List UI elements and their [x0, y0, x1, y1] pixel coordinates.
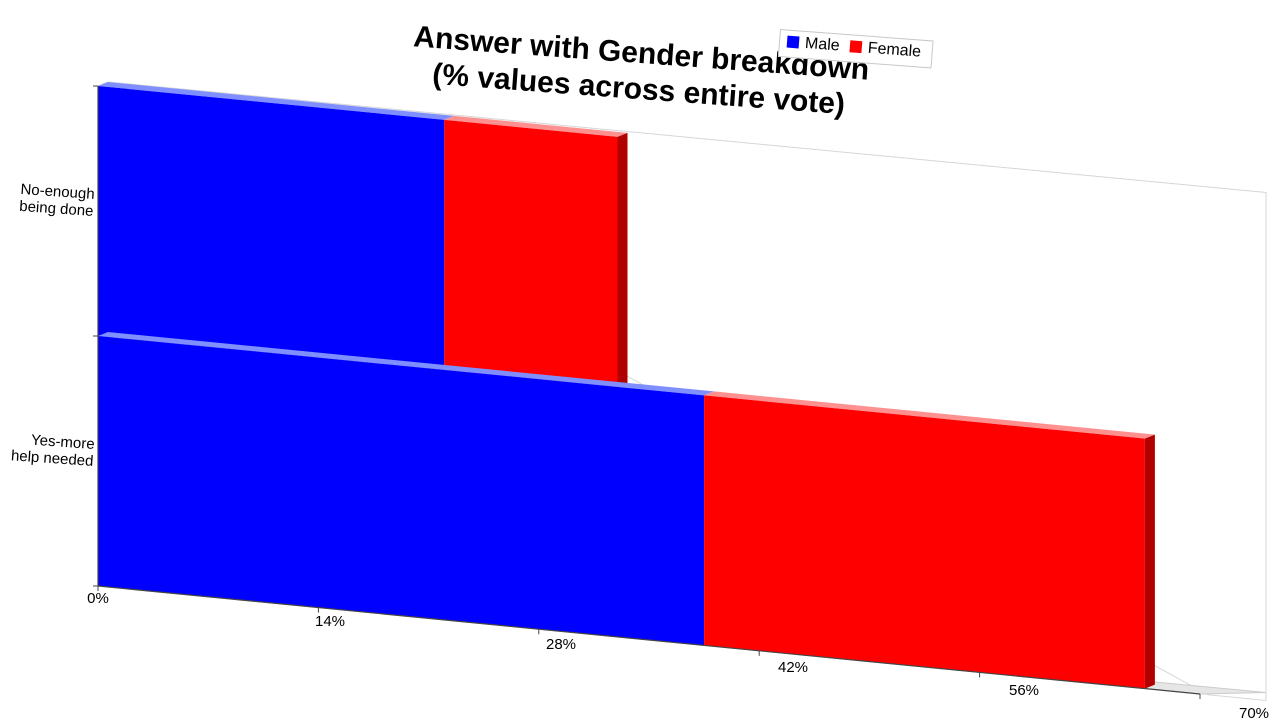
legend-label-male: Male — [804, 34, 841, 55]
x-tick-label: 42% — [777, 659, 809, 676]
bar-female-0 — [444, 119, 618, 387]
x-tick-label: 28% — [545, 636, 577, 653]
bar-top-face — [98, 82, 455, 120]
bar-side-face — [1144, 434, 1155, 689]
legend-item-male: Male — [786, 34, 840, 56]
category-label-no-enough: No-enough being done — [0, 178, 95, 220]
category-label-yes-more: Yes-more help needed — [0, 428, 95, 470]
bar-male-1 — [98, 336, 705, 646]
x-axis-line — [97, 585, 1201, 695]
bar-top-face — [98, 332, 715, 396]
x-tick-label: 14% — [314, 613, 346, 630]
bar-top-face — [704, 391, 1155, 439]
x-tick-label: 0% — [87, 590, 109, 607]
legend-item-female: Female — [849, 38, 922, 61]
bar-male-0 — [98, 86, 445, 370]
legend-swatch-male — [786, 35, 800, 49]
bar-top-face — [444, 115, 628, 137]
x-tick-label: 70% — [1238, 705, 1270, 722]
bar-female-1 — [704, 395, 1145, 689]
legend-swatch-female — [849, 40, 863, 54]
legend-label-female: Female — [867, 39, 922, 61]
x-tick-label: 56% — [1008, 682, 1040, 699]
bar-side-face — [617, 132, 628, 387]
